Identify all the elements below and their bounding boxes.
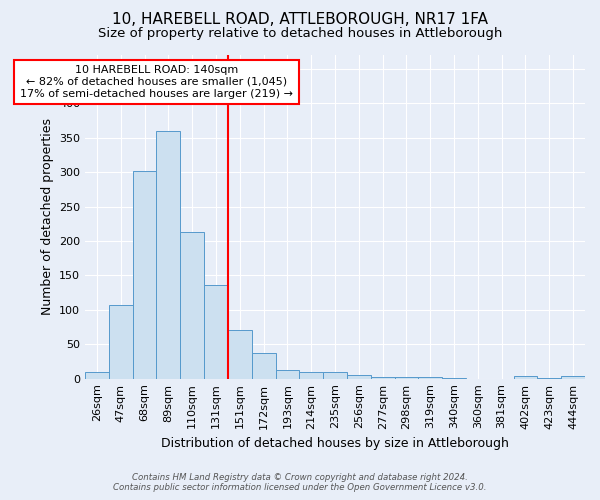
Bar: [204, 285, 228, 378]
Bar: [133, 172, 157, 378]
Bar: [228, 330, 252, 378]
Text: Size of property relative to detached houses in Attleborough: Size of property relative to detached ho…: [98, 28, 502, 40]
Bar: [109, 305, 133, 378]
X-axis label: Distribution of detached houses by size in Attleborough: Distribution of detached houses by size …: [161, 437, 509, 450]
Bar: [395, 376, 418, 378]
Bar: [299, 372, 323, 378]
Text: 10 HAREBELL ROAD: 140sqm
← 82% of detached houses are smaller (1,045)
17% of sem: 10 HAREBELL ROAD: 140sqm ← 82% of detach…: [20, 66, 293, 98]
Bar: [180, 232, 204, 378]
Bar: [252, 352, 275, 378]
Text: Contains HM Land Registry data © Crown copyright and database right 2024.
Contai: Contains HM Land Registry data © Crown c…: [113, 473, 487, 492]
Y-axis label: Number of detached properties: Number of detached properties: [41, 118, 53, 316]
Bar: [371, 376, 395, 378]
Bar: [275, 370, 299, 378]
Bar: [85, 372, 109, 378]
Bar: [157, 131, 180, 378]
Text: 10, HAREBELL ROAD, ATTLEBOROUGH, NR17 1FA: 10, HAREBELL ROAD, ATTLEBOROUGH, NR17 1F…: [112, 12, 488, 28]
Bar: [561, 376, 585, 378]
Bar: [323, 372, 347, 378]
Bar: [514, 376, 538, 378]
Bar: [347, 374, 371, 378]
